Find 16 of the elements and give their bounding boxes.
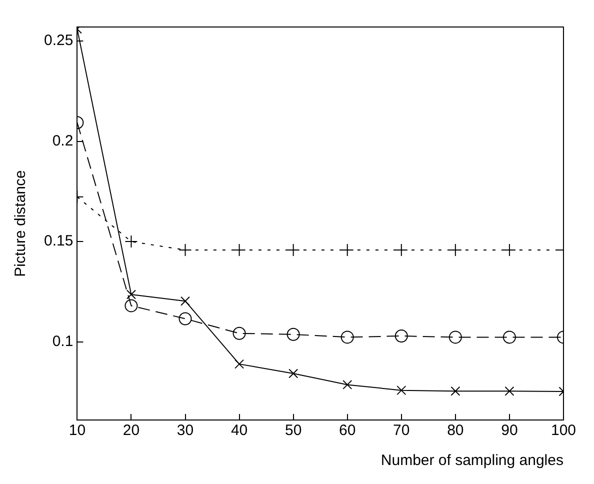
y-tick-label: 0.25 (44, 32, 74, 50)
x-tick-label: 20 (122, 422, 140, 440)
y-tick-label: 0.2 (52, 132, 74, 150)
x-tick-label: 10 (68, 422, 86, 440)
x-tick-label: 100 (550, 422, 576, 440)
x-tick-label: 80 (447, 422, 464, 440)
x-tick-label: 50 (284, 422, 302, 440)
x-tick-label: 60 (339, 422, 356, 440)
y-tick-label: 0.15 (44, 232, 74, 250)
x-axis-title: Number of sampling angles (380, 452, 564, 470)
x-tick-label: 30 (176, 422, 194, 440)
y-tick-label: 0.1 (52, 332, 74, 350)
x-tick-label: 40 (230, 422, 248, 440)
x-tick-label: 70 (393, 422, 410, 440)
y-axis-title: Picture distance (12, 170, 30, 277)
x-tick-label: 90 (501, 422, 518, 440)
